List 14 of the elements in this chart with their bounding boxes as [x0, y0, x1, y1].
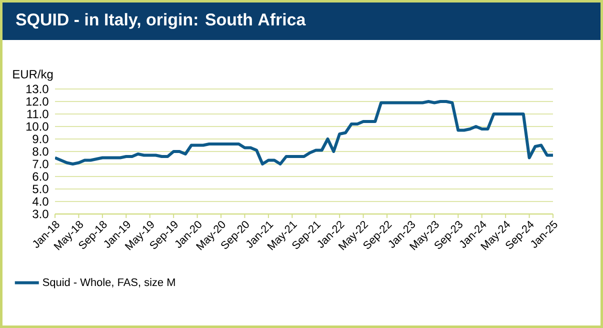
y-tick-label: 12.0 [26, 97, 48, 106]
y-tick-label: 8.0 [32, 147, 48, 156]
y-tick-label: 10.0 [26, 122, 48, 131]
y-tick-label: 6.0 [32, 172, 48, 181]
chart-title: SQUID - in Italy, origin: South Africa [16, 13, 306, 29]
y-axis-title: EUR/kg [13, 70, 53, 81]
y-tick-label: 13.0 [26, 84, 48, 94]
y-tick-label: 7.0 [32, 160, 48, 168]
y-tick-label: 9.0 [32, 134, 48, 144]
y-tick-label: 4.0 [32, 197, 48, 206]
y-tick-label: 3.0 [32, 210, 48, 218]
legend-label: Squid - Whole, FAS, size M [42, 278, 175, 288]
y-tick-label: 11.0 [27, 110, 48, 118]
y-tick-label: 5.0 [32, 184, 48, 194]
